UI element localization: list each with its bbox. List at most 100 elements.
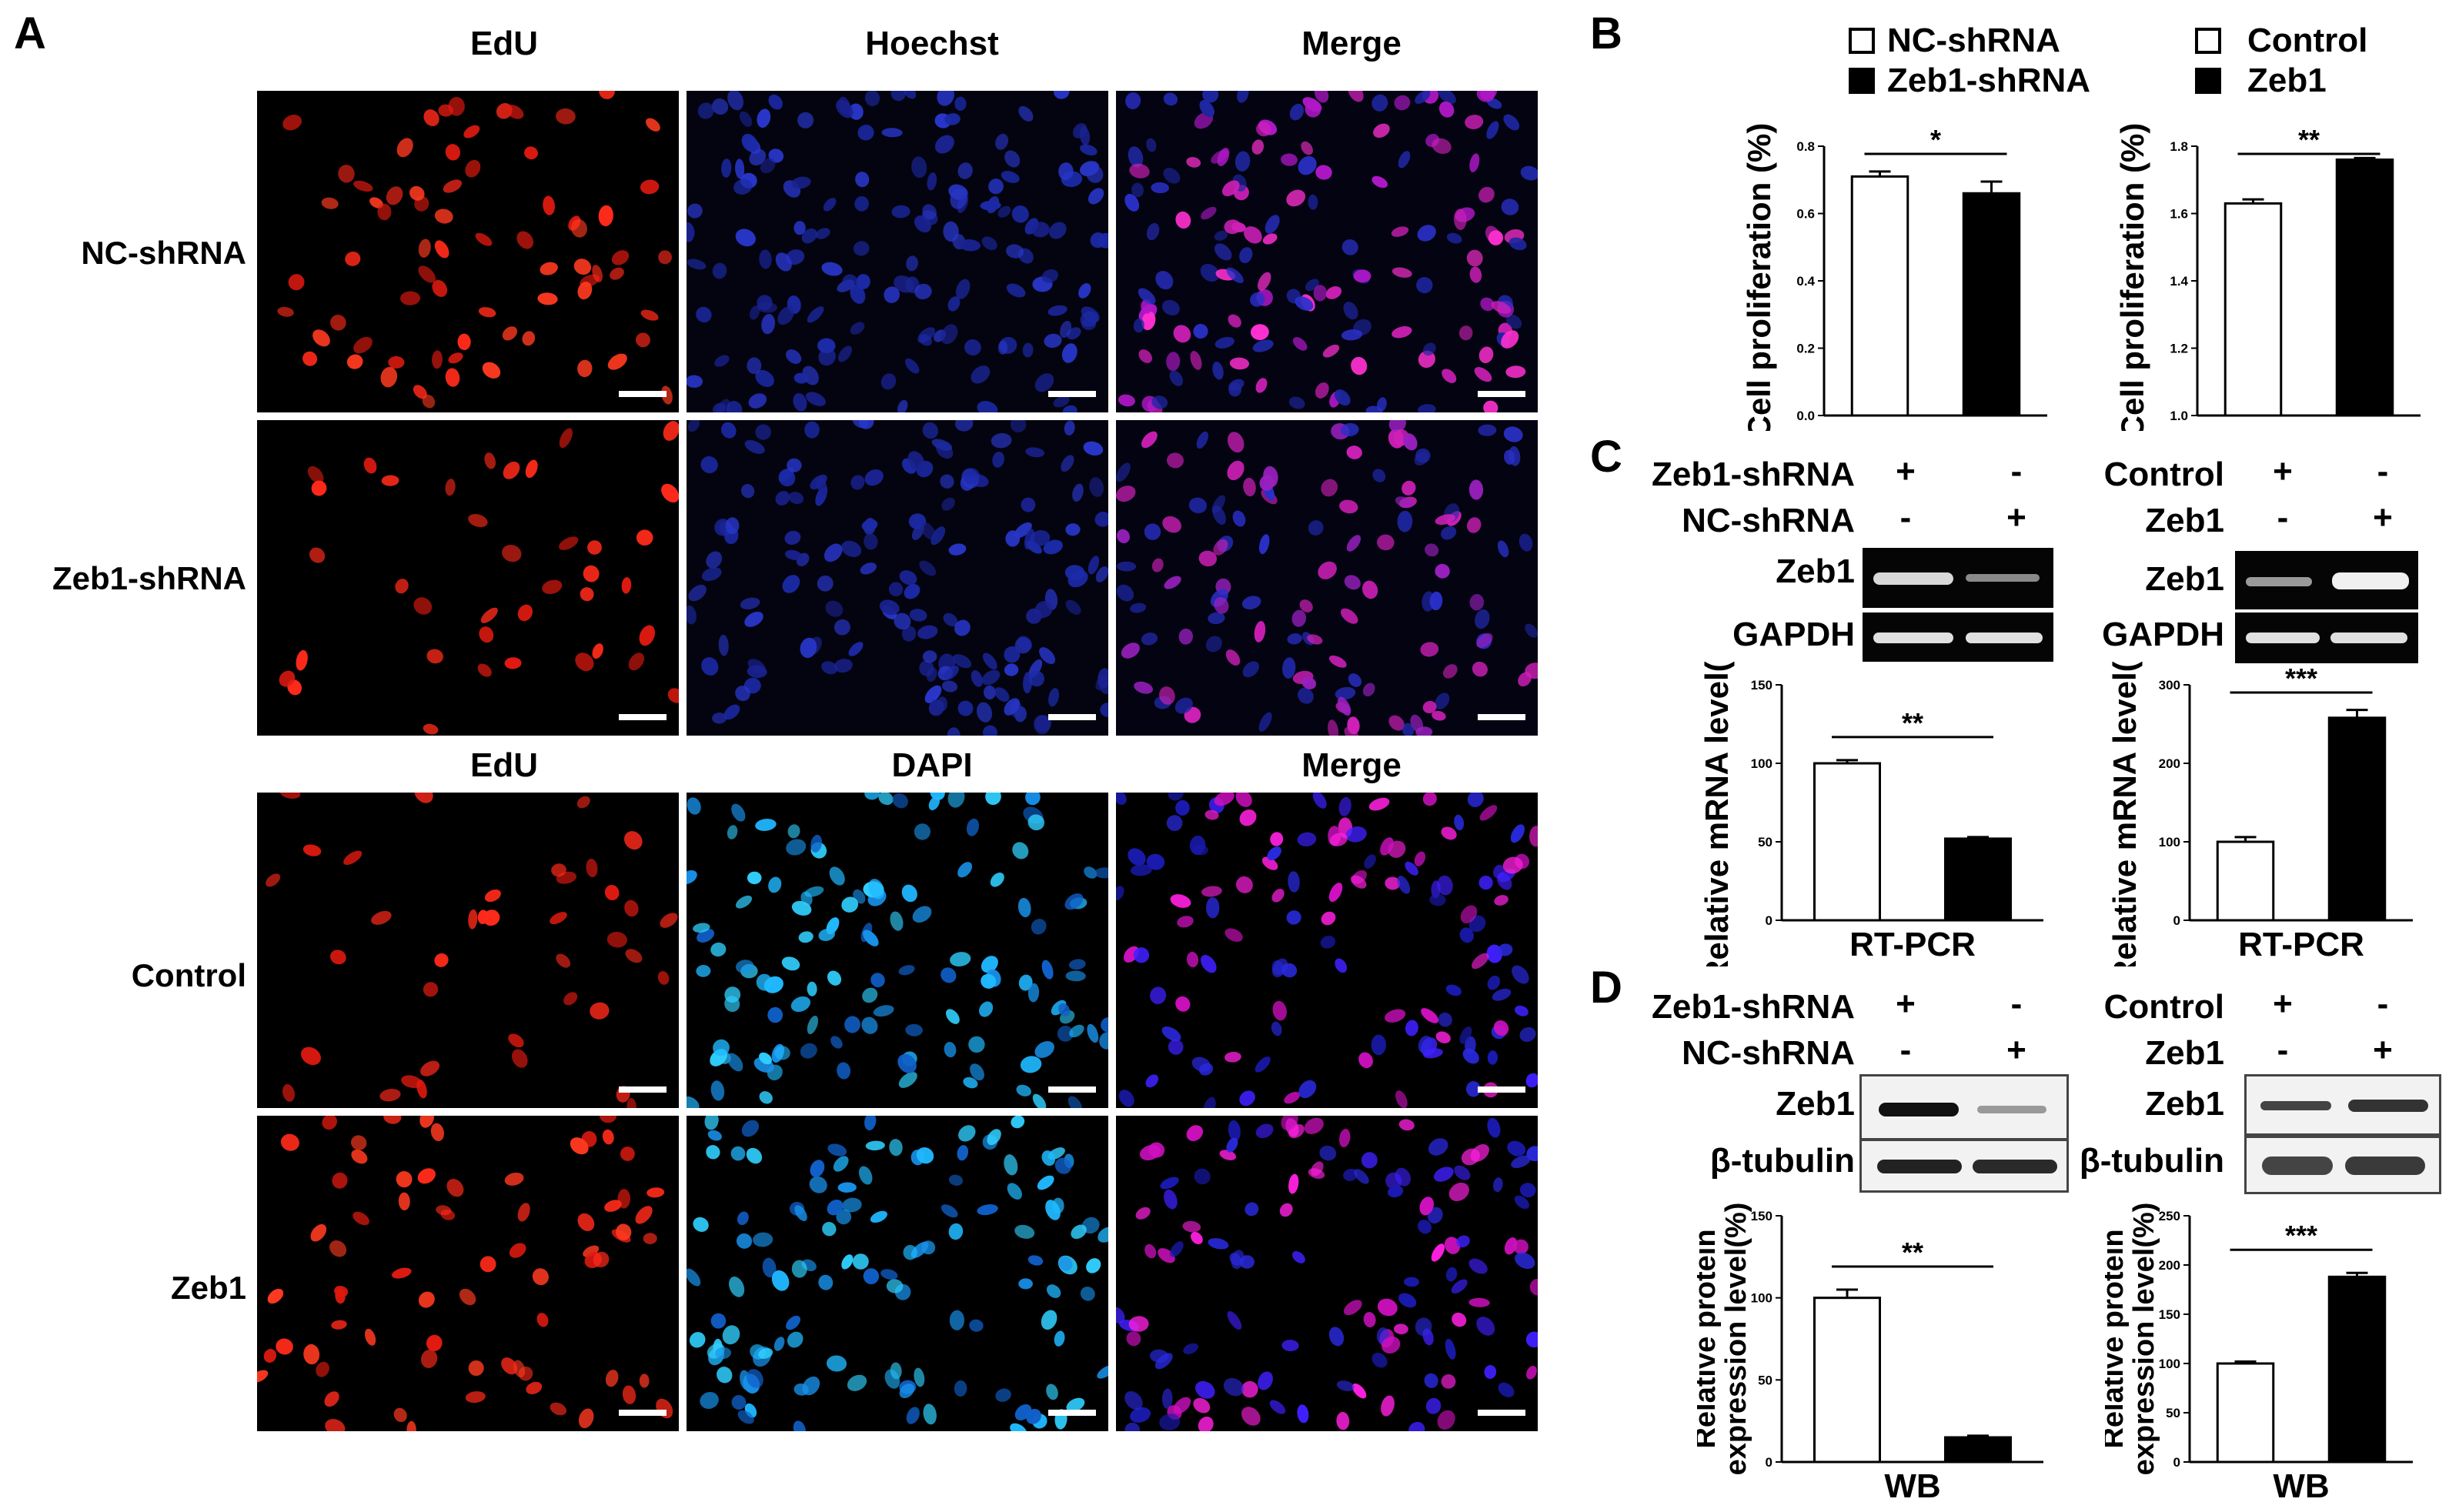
cell-nucleus <box>1438 101 1455 118</box>
cell-nucleus <box>400 291 420 305</box>
cell-nucleus <box>1161 299 1180 315</box>
cell-nucleus <box>1133 318 1144 333</box>
cell-nucleus <box>798 931 814 943</box>
cell-nucleus <box>1351 356 1368 375</box>
cell-nucleus <box>1340 608 1358 624</box>
cell-nucleus <box>570 1137 589 1155</box>
cell-nucleus <box>1067 1096 1083 1108</box>
cell-nucleus <box>611 250 630 265</box>
y-tick-label: 50 <box>1758 835 1772 849</box>
cell-nucleus <box>1080 1287 1095 1301</box>
cell-nucleus <box>1212 362 1224 380</box>
cell-nucleus <box>1054 1157 1072 1174</box>
cell-nucleus <box>833 1156 849 1172</box>
cell-nucleus <box>1251 324 1269 341</box>
cell-nucleus <box>714 355 730 367</box>
cell-nucleus <box>331 1320 347 1330</box>
cell-nucleus <box>1258 534 1270 555</box>
cell-nucleus <box>870 973 885 988</box>
y-tick-label: 0.2 <box>1796 342 1815 356</box>
cell-nucleus <box>1329 833 1348 846</box>
cell-nucleus <box>1395 1090 1408 1108</box>
cell-nucleus <box>516 231 533 249</box>
cell-nucleus <box>897 1053 917 1073</box>
gel-band <box>1873 572 1953 585</box>
cell-nucleus <box>592 643 603 659</box>
cell-nucleus <box>556 108 576 125</box>
cell-nucleus <box>1022 342 1034 358</box>
cell-nucleus <box>1503 426 1523 442</box>
cell-nucleus <box>1083 441 1104 456</box>
cell-nucleus <box>604 1200 622 1212</box>
cell-nucleus <box>1288 871 1300 893</box>
gel-label-zeb1-left: Zeb1 <box>1776 552 1855 590</box>
blot-band <box>1973 1160 2057 1173</box>
cell-nucleus <box>850 285 866 304</box>
cell-nucleus <box>1239 247 1253 263</box>
cell-nucleus <box>979 1001 994 1017</box>
cell-nucleus <box>413 597 433 615</box>
cell-nucleus <box>1364 854 1376 869</box>
cell-nucleus <box>1175 996 1191 1012</box>
sign-c-right-2-1: - <box>2277 499 2289 536</box>
cell-nucleus <box>1414 851 1426 866</box>
cell-nucleus <box>505 104 524 119</box>
cell-nucleus <box>689 1332 706 1348</box>
cell-nucleus <box>346 354 363 369</box>
cell-nucleus <box>856 274 870 289</box>
y-tick-label: 200 <box>2159 1258 2180 1273</box>
cell-nucleus <box>434 209 453 224</box>
cell-nucleus <box>1404 1277 1419 1287</box>
cell-nucleus <box>1468 1258 1488 1274</box>
cell-nucleus <box>870 1210 887 1223</box>
cell-nucleus <box>988 179 1004 195</box>
cell-nucleus <box>1062 405 1077 412</box>
cell-nucleus <box>432 350 443 369</box>
cell-nucleus <box>1065 599 1081 615</box>
bar-chart: Cell proliferation (%) 1.0 1.2 1.4 1.6 1.8 ** <box>2114 123 2421 439</box>
cell-nucleus <box>726 400 743 412</box>
cell-nucleus <box>1344 575 1361 590</box>
cell-nucleus <box>1018 1278 1033 1290</box>
cell-nucleus <box>1061 343 1077 363</box>
cell-nucleus <box>854 196 869 212</box>
cell-nucleus <box>733 179 753 195</box>
cell-nucleus <box>1298 687 1314 704</box>
y-tick-label: 1.2 <box>2170 342 2188 356</box>
cell-nucleus <box>1146 138 1157 152</box>
cell-nucleus <box>914 215 931 233</box>
cell-nucleus <box>1058 1003 1071 1017</box>
cell-nucleus <box>1358 1052 1373 1069</box>
cell-nucleus <box>1454 814 1465 831</box>
cell-nucleus <box>1441 826 1457 840</box>
cell-nucleus <box>624 831 643 850</box>
cell-nucleus <box>1168 1039 1184 1055</box>
cell-nucleus <box>345 251 361 266</box>
gel-band <box>1873 633 1953 643</box>
gel-label-gapdh-right: GAPDH <box>2102 616 2224 653</box>
cell-nucleus <box>1492 988 1512 1001</box>
cell-nucleus <box>332 1172 348 1189</box>
cell-nucleus <box>1261 856 1278 870</box>
cell-nucleus <box>1244 226 1262 244</box>
cell-nucleus <box>1308 194 1318 210</box>
cell-nucleus <box>1251 139 1265 155</box>
cell-nucleus <box>1437 1410 1455 1430</box>
cell-nucleus <box>886 1279 904 1293</box>
chart-d-right: Relative proteinexpression level(%) 0 50 10… <box>2097 1193 2444 1508</box>
cell-nucleus <box>377 203 392 221</box>
cell-nucleus <box>836 99 854 118</box>
cell-nucleus <box>1170 1241 1184 1257</box>
cell-nucleus <box>687 869 697 885</box>
cell-nucleus <box>793 1420 807 1431</box>
cell-nucleus <box>1343 1300 1362 1316</box>
cell-nucleus <box>1298 1080 1317 1099</box>
cell-nucleus <box>860 562 877 575</box>
sign-d-left-1-2: - <box>2010 985 2023 1023</box>
cell-nucleus <box>1353 269 1372 283</box>
cell-nucleus <box>380 366 398 388</box>
cell-nucleus <box>1004 663 1019 676</box>
cell-nucleus <box>1004 698 1021 716</box>
cell-nucleus <box>1346 535 1361 552</box>
significance-stars: ** <box>2298 124 2320 155</box>
